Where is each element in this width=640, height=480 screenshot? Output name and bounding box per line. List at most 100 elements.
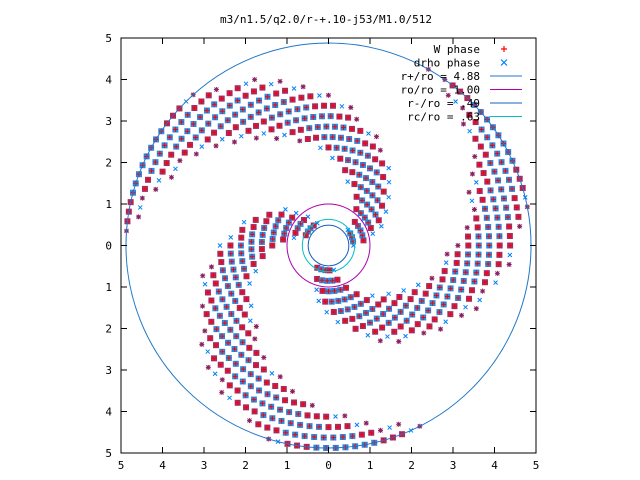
w-phase-marker — [482, 206, 488, 212]
w-phase-marker — [316, 424, 322, 430]
w-phase-point — [208, 264, 214, 270]
w-phase-marker — [425, 307, 431, 313]
w-phase-marker — [315, 124, 321, 130]
w-phase-marker — [458, 287, 464, 293]
w-phase-marker — [222, 275, 228, 281]
w-phase-marker — [334, 277, 340, 283]
w-phase-marker — [251, 88, 257, 94]
w-phase-point — [202, 328, 208, 334]
w-phase-marker — [239, 258, 245, 264]
w-phase-point — [460, 121, 466, 127]
w-phase-marker — [213, 326, 219, 332]
w-phase-marker — [432, 316, 438, 322]
w-phase-marker — [426, 323, 432, 329]
drho-phase-point — [282, 132, 287, 138]
w-phase-marker — [298, 127, 304, 133]
w-phase-marker — [381, 296, 387, 302]
reference-circle — [307, 224, 350, 267]
w-phase-marker — [162, 142, 168, 148]
legend-label: drho phase — [414, 57, 480, 70]
w-phase-marker — [173, 144, 179, 150]
w-phase-marker — [235, 85, 241, 91]
w-phase-marker — [199, 127, 205, 133]
w-phase-point — [277, 78, 283, 84]
w-phase-marker — [353, 206, 359, 212]
w-phase-marker — [225, 117, 231, 123]
w-phase-marker — [336, 114, 342, 120]
w-phase-marker — [363, 310, 369, 316]
w-phase-point — [429, 275, 435, 281]
w-phase-marker — [239, 227, 245, 233]
x-tick-label: 4 — [491, 459, 498, 472]
drho-phase-point — [386, 165, 392, 171]
w-phase-marker — [475, 224, 481, 230]
drho-phase-point — [316, 298, 322, 304]
w-phase-marker — [360, 323, 366, 329]
drho-phase-point — [345, 227, 351, 233]
w-phase-marker — [253, 123, 259, 129]
w-phase-marker — [358, 301, 364, 307]
w-phase-point — [363, 420, 369, 426]
w-phase-marker — [326, 288, 331, 294]
drho-phase-point — [173, 166, 178, 172]
w-phase-marker — [226, 130, 232, 136]
w-phase-marker — [305, 412, 311, 418]
w-phase-marker — [409, 327, 415, 333]
w-phase-marker — [329, 278, 335, 284]
w-phase-point — [309, 402, 315, 408]
drho-phase-point — [378, 223, 384, 229]
w-phase-marker — [243, 93, 249, 99]
w-phase-point — [348, 104, 354, 110]
drho-phase-point — [324, 309, 330, 315]
w-phase-marker — [398, 309, 404, 315]
w-phase-marker — [217, 313, 223, 319]
w-phase-marker — [249, 254, 255, 260]
drho-phase-point — [318, 145, 323, 151]
w-phase-point — [466, 189, 472, 195]
w-phase-marker — [243, 296, 249, 302]
w-phase-marker — [466, 112, 472, 118]
w-phase-marker — [392, 315, 398, 321]
w-phase-marker — [277, 407, 283, 413]
drho-phase-point — [365, 332, 371, 338]
w-phase-marker — [253, 217, 259, 223]
w-phase-marker — [279, 212, 285, 218]
w-phase-marker — [498, 186, 504, 192]
w-phase-marker — [379, 203, 385, 209]
w-phase-marker — [486, 243, 492, 248]
w-phase-marker — [241, 266, 247, 272]
w-phase-marker — [455, 295, 461, 301]
w-phase-marker — [331, 309, 337, 315]
x-tick-label: 4 — [159, 459, 166, 472]
w-phase-marker — [292, 432, 298, 438]
w-phase-point — [136, 214, 142, 220]
w-phase-marker — [515, 214, 521, 220]
w-phase-marker — [484, 270, 490, 276]
w-phase-marker — [185, 112, 191, 118]
drho-phase-point — [493, 280, 498, 285]
w-phase-marker — [313, 135, 319, 141]
x-tick-label: 0 — [325, 459, 332, 472]
w-phase-marker — [302, 115, 308, 121]
w-phase-marker — [380, 174, 386, 180]
w-phase-marker — [213, 280, 219, 286]
drho-phase-point — [314, 287, 320, 293]
w-phase-marker — [225, 340, 231, 346]
w-phase-marker — [475, 261, 481, 267]
w-phase-marker — [473, 270, 479, 276]
w-phase-marker — [364, 202, 370, 208]
drho-phase-point — [469, 198, 475, 204]
w-phase-point — [290, 388, 296, 394]
w-phase-marker — [335, 298, 341, 304]
w-phase-point — [396, 338, 402, 344]
w-phase-marker — [430, 300, 436, 306]
w-phase-marker — [228, 251, 234, 257]
w-phase-marker — [240, 106, 246, 112]
w-phase-marker — [191, 105, 197, 111]
w-phase-marker — [486, 233, 492, 239]
w-phase-marker — [331, 288, 337, 294]
w-phase-point — [438, 326, 444, 332]
w-phase-marker — [248, 102, 254, 108]
w-phase-marker — [294, 106, 300, 112]
w-phase-marker — [465, 251, 471, 257]
